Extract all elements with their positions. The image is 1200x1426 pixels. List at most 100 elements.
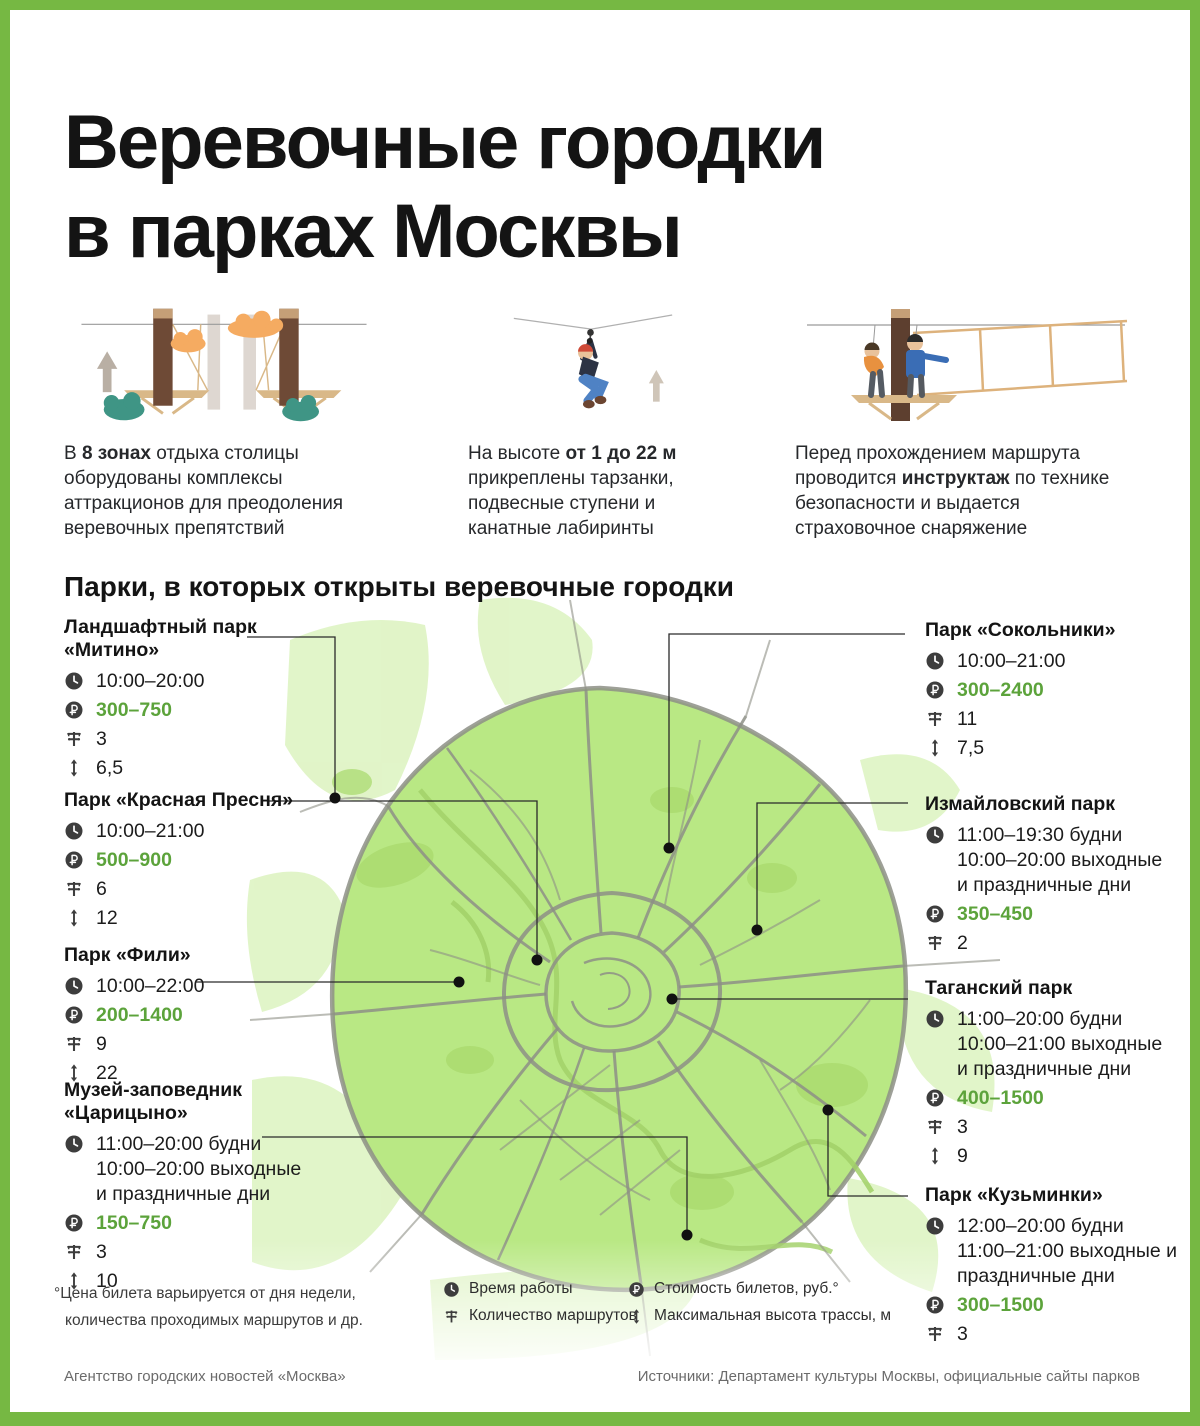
clock-icon	[64, 1134, 84, 1154]
park-card-mitino: Ландшафтный парк «Митино» 10:00–20:00 30…	[64, 616, 294, 781]
map-marker-fili	[453, 976, 465, 988]
rope-course-illustration	[64, 295, 394, 435]
park-hours-row: 11:00–20:00 будни 10:00–20:00 выходные и п…	[64, 1132, 319, 1207]
park-price: 200–1400	[96, 1003, 183, 1026]
clock-icon	[925, 651, 945, 671]
park-height: 9	[957, 1144, 968, 1167]
park-height-row: 22	[64, 1061, 294, 1086]
park-price: 300–2400	[957, 678, 1044, 701]
routes-icon	[64, 729, 84, 749]
footnote-line-2: количества проходимых маршрутов и др.	[65, 1312, 363, 1330]
park-card-kuzminki: Парк «Кузьминки» 12:00–20:00 будни 11:00–…	[925, 1184, 1187, 1347]
legend-price: Стоимость билетов, руб.°	[628, 1280, 839, 1298]
park-hours: 10:00–20:00	[96, 670, 205, 692]
routes-icon	[925, 709, 945, 729]
legend-height-label: Максимальная высота трассы, м	[654, 1307, 892, 1324]
routes-icon	[925, 1117, 945, 1137]
park-routes: 6	[96, 877, 107, 900]
park-price-row: 500–900	[64, 848, 304, 873]
park-hours-row: 11:00–20:00 будни 10:00–21:00 выходные и п…	[925, 1007, 1180, 1082]
park-hours: 11:00–19:30 будни 10:00–20:00 выходные и п…	[957, 824, 1163, 896]
park-height-row: 9	[925, 1144, 1180, 1169]
zipline-icon	[513, 314, 673, 409]
park-height-row: 10	[64, 1269, 319, 1294]
up-arrow-icon	[648, 370, 664, 402]
park-price-row: 350–450	[925, 902, 1180, 927]
fact-briefing: Перед прохождением маршрута проводится и…	[795, 295, 1140, 541]
park-hours-row: 10:00–21:00	[925, 649, 1170, 674]
park-height: 22	[96, 1061, 118, 1084]
legend-height: Максимальная высота трассы, м	[628, 1307, 891, 1325]
park-height-row: 7,5	[925, 736, 1170, 761]
routes-icon	[443, 1308, 460, 1325]
routes-icon	[925, 1324, 945, 1344]
ruble-icon	[64, 850, 84, 870]
park-hours: 10:00–21:00	[96, 820, 205, 842]
map-marker-izmailovsky	[751, 924, 763, 936]
legend-routes-label: Количество маршрутов	[469, 1307, 637, 1324]
park-name: Ландшафтный парк «Митино»	[64, 616, 257, 661]
height-icon	[64, 908, 84, 928]
park-routes-row: 3	[925, 1322, 1187, 1347]
legend-time: Время работы	[443, 1280, 573, 1298]
rope-course-icon	[81, 308, 367, 422]
map-roads	[249, 599, 1001, 1357]
park-price: 400–1500	[957, 1086, 1044, 1109]
clock-icon	[925, 1216, 945, 1236]
height-icon	[628, 1308, 645, 1325]
park-height: 12	[96, 906, 118, 929]
park-hours: 11:00–20:00 будни 10:00–21:00 выходные и п…	[957, 1008, 1163, 1080]
clock-icon	[925, 825, 945, 845]
park-card-presnya: Парк «Красная Пресня» 10:00–21:00 500–90…	[64, 789, 304, 931]
map-connectors	[196, 633, 908, 1235]
park-price-row: 400–1500	[925, 1086, 1180, 1111]
park-name: Парк «Сокольники»	[925, 619, 1116, 641]
map-marker-tagansky	[666, 993, 678, 1005]
routes-icon	[64, 1242, 84, 1262]
map-marker-mitino	[329, 792, 341, 804]
park-routes: 3	[957, 1115, 968, 1138]
park-name: Парк «Кузьминки»	[925, 1184, 1103, 1206]
zipline-illustration	[468, 295, 718, 435]
park-routes: 9	[96, 1032, 107, 1055]
park-hours-row: 10:00–22:00	[64, 974, 294, 999]
routes-icon	[64, 1034, 84, 1054]
park-card-fili: Парк «Фили» 10:00–22:00 200–1400 9 22	[64, 944, 294, 1086]
park-hours: 10:00–22:00	[96, 975, 205, 997]
legend-routes: Количество маршрутов	[443, 1307, 637, 1325]
ruble-icon	[925, 904, 945, 924]
fact-zones-text: В 8 зонах отдыха столицы оборудованы ком…	[64, 443, 344, 540]
page-title: Веревочные городки в парках Москвы	[64, 99, 826, 277]
park-name: Музей-заповедник «Царицыно»	[64, 1079, 243, 1124]
park-routes: 2	[957, 931, 968, 954]
park-card-sokolniki: Парк «Сокольники» 10:00–21:00 300–2400 1…	[925, 619, 1170, 761]
park-routes-row: 3	[64, 1240, 319, 1265]
park-routes-row: 3	[925, 1115, 1180, 1140]
park-card-tsaritsyno: Музей-заповедник «Царицыно» 11:00–20:00 …	[64, 1079, 319, 1294]
park-height-row: 6,5	[64, 756, 294, 781]
ruble-icon	[925, 1088, 945, 1108]
instructor-icon	[807, 309, 1128, 421]
park-routes-row: 11	[925, 707, 1170, 732]
clock-icon	[443, 1281, 460, 1298]
footnote-line-1: °Цена билета варьируется от дня недели,	[54, 1285, 356, 1302]
park-hours-row: 11:00–19:30 будни 10:00–20:00 выходные и п…	[925, 823, 1180, 898]
park-routes: 3	[96, 1240, 107, 1263]
clock-icon	[64, 976, 84, 996]
map-marker-presnya	[531, 954, 543, 966]
park-name: Измайловский парк	[925, 793, 1116, 815]
park-price: 500–900	[96, 848, 172, 871]
ruble-icon	[628, 1281, 645, 1298]
routes-icon	[64, 879, 84, 899]
park-height-row: 12	[64, 906, 304, 931]
park-price: 350–450	[957, 902, 1033, 925]
moscow-map	[0, 597, 1200, 1360]
park-routes: 3	[96, 727, 107, 750]
park-hours: 10:00–21:00	[957, 650, 1066, 672]
fact-zones: В 8 зонах отдыха столицы оборудованы ком…	[64, 295, 394, 541]
park-routes-row: 6	[64, 877, 304, 902]
park-routes-row: 2	[925, 931, 1180, 956]
park-name: Парк «Красная Пресня»	[64, 789, 294, 811]
